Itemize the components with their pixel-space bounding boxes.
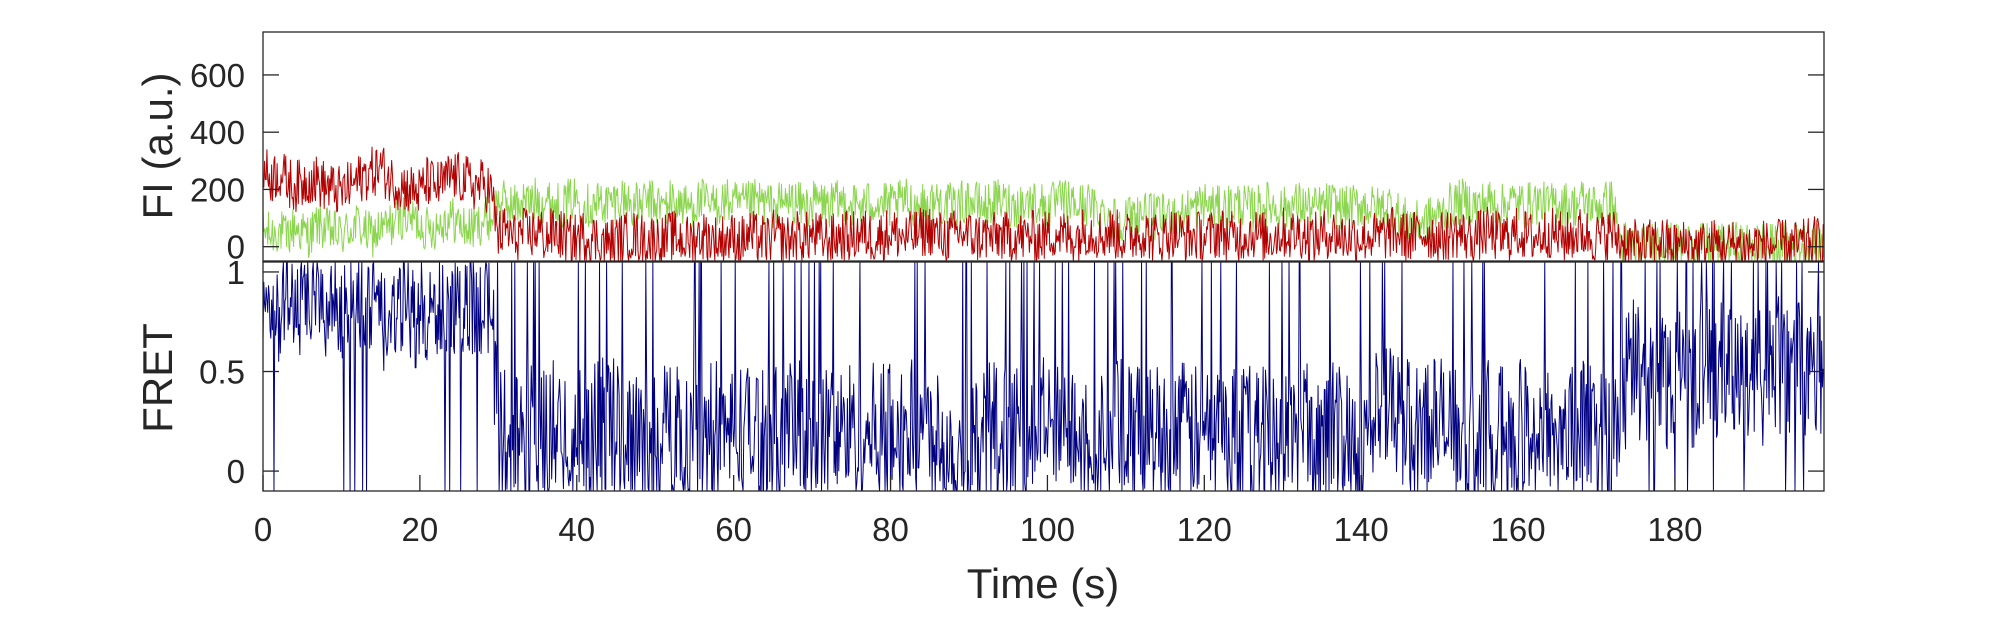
fret-y-ticks: 0 0.5 1 [199,254,1824,490]
xtick-label-160: 160 [1491,511,1546,548]
xtick-label-80: 80 [872,511,909,548]
fret-trace-line [262,261,1824,492]
fret-ytick-label-0.5: 0.5 [199,354,245,391]
intensity-plot-area [262,146,1824,262]
fret-plot-area [262,261,1824,492]
xtick-label-100: 100 [1020,511,1075,548]
xtick-label-180: 180 [1647,511,1702,548]
intensity-ytick-label-0: 0 [227,229,245,266]
fret-ytick-label-0: 0 [227,453,245,490]
intensity-axes-box [262,31,1825,262]
intensity-ytick-label-200: 200 [190,171,245,208]
x-axis-label: Time (s) [967,560,1119,607]
xtick-label-60: 60 [715,511,752,548]
intensity-y-ticks: 0 200 400 600 [190,57,1824,266]
fret-x-ticks: 0 20 40 60 80 100 120 140 160 180 [254,475,1702,548]
fret-axes-box [262,261,1825,492]
fret-ytick-label-1: 1 [227,254,245,291]
intensity-ytick-label-400: 400 [190,114,245,151]
donor-trace-line [262,146,1824,262]
fret-y-axis-label: FRET [134,323,181,433]
xtick-label-20: 20 [402,511,439,548]
xtick-label-0: 0 [254,511,272,548]
xtick-label-40: 40 [558,511,595,548]
intensity-panel: 0 200 400 600 FI (a.u.) [134,31,1825,266]
intensity-ytick-label-600: 600 [190,57,245,94]
xtick-label-140: 140 [1334,511,1389,548]
fret-panel: 0 0.5 1 0 20 40 60 80 100 120 140 160 18… [134,254,1825,607]
acceptor-trace-line [262,177,1824,262]
intensity-y-axis-label: FI (a.u.) [134,72,181,219]
xtick-label-120: 120 [1177,511,1232,548]
